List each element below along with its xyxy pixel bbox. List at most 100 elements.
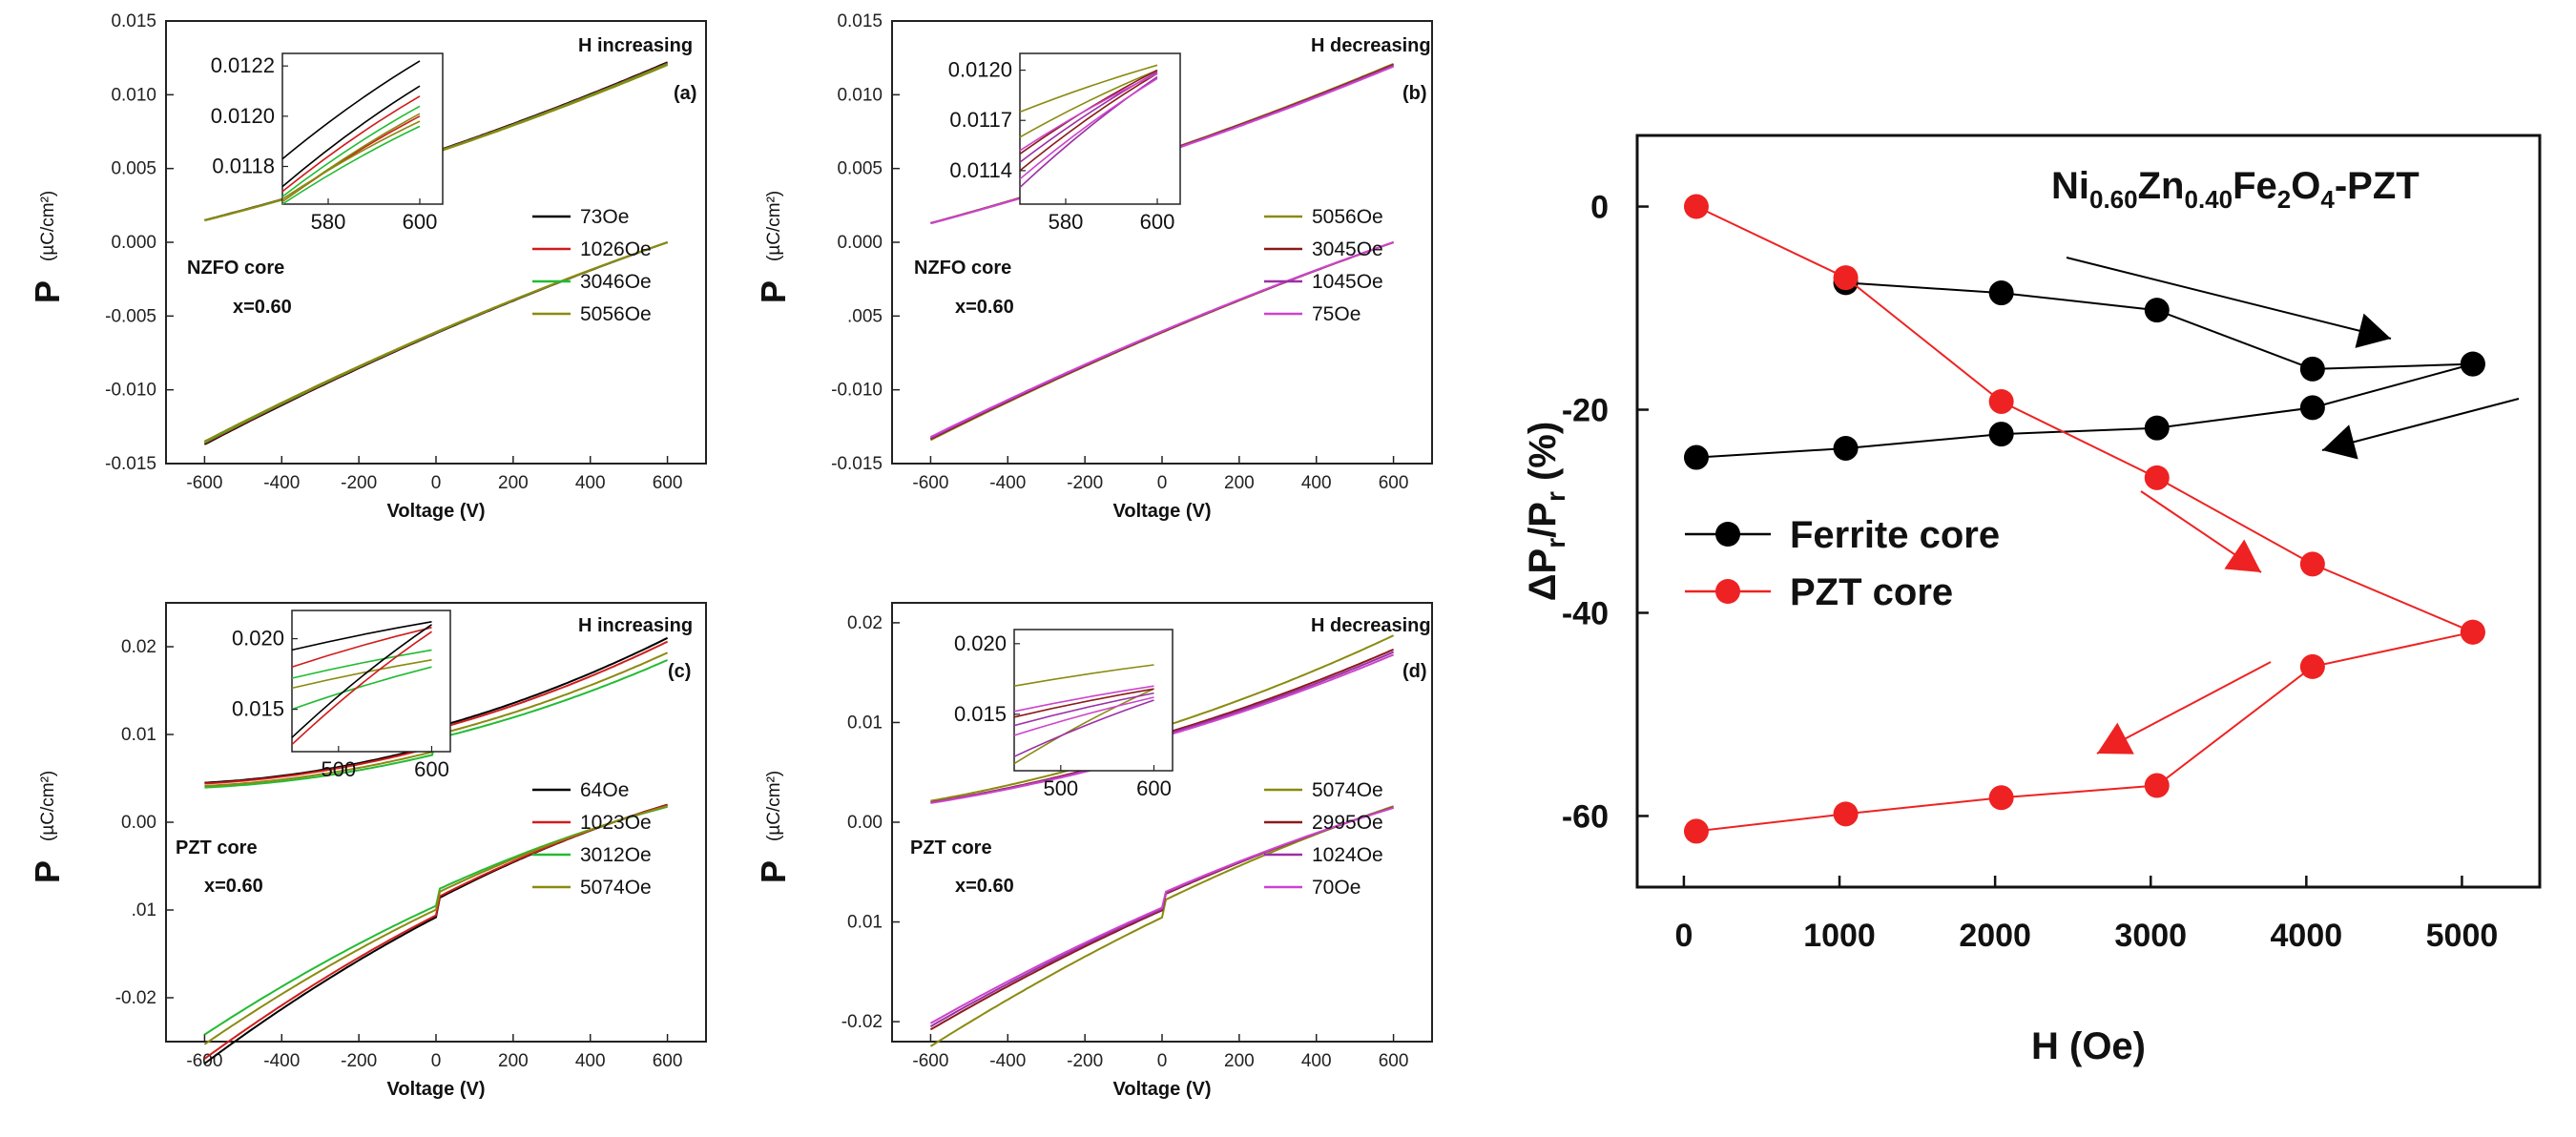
arrow-increasing-ferrite-head [2355,313,2391,348]
y-axis-label: P (µC/cm²) [754,771,793,883]
inset-line [291,621,432,651]
loop-lower-75Oe [929,241,1394,438]
legend-marker [1715,522,1740,547]
data-point-PZT core [1683,818,1709,844]
series-line-Ferrite core-increasing [1845,281,2473,370]
legend-label: 3045Oe [1312,238,1383,260]
inset-frame [1019,52,1181,205]
inset-line [1019,64,1158,114]
x-tick-label: 0 [1157,1051,1168,1071]
y-axis-label-unit: (µC/cm²) [764,771,784,841]
inset-line [1013,692,1154,727]
composition-label: x=0.60 [233,297,292,318]
x-tick-label: -400 [263,473,300,493]
data-point-PZT core [1988,388,2014,414]
series-line-Ferrite core-decreasing [1695,362,2474,459]
inset-y-tick-label: 0.015 [232,697,284,721]
x-tick-label: -600 [912,1051,948,1071]
x-tick-label: -200 [1067,473,1103,493]
legend-label: 75Oe [1312,303,1361,325]
x-axis-label: Voltage (V) [1113,1079,1212,1100]
y-tick-label: 0 [1590,190,1609,226]
y-tick-label: -60 [1562,798,1609,835]
y-axis-label-main: P [754,860,793,883]
y-tick-label: 0.010 [837,85,883,105]
series-line-PZT core-decreasing [1695,631,2474,833]
x-tick-label: -400 [989,473,1026,493]
panel-letter: (d) [1402,661,1427,682]
inset-line [291,627,432,668]
data-point-PZT core [1833,801,1859,827]
x-tick-label: 3000 [2114,918,2187,954]
legend-label: 1024Oe [1312,844,1383,866]
y-axis-label-unit: (µC/cm²) [764,191,784,261]
data-point-PZT core [1683,194,1709,219]
x-tick-label: 200 [1224,473,1255,493]
x-tick-label: -600 [912,473,948,493]
loop-lower-3012Oe [203,805,668,1036]
inset-y-tick-label: 0.0114 [949,158,1012,182]
legend-label: 5056Oe [580,303,652,325]
inset-y-tick-label: 0.0122 [211,53,275,77]
loop-lower-1023Oe [203,804,668,1060]
composition-label: x=0.60 [955,876,1014,897]
title-sub: 4 [2320,185,2335,214]
y-axis-label-text: ΔPr/Pr (%) [1522,422,1570,601]
x-axis-label: H (Oe) [2031,1025,2146,1067]
x-tick-label: 400 [1301,1051,1332,1071]
inset-x-tick-label: 500 [1043,776,1078,800]
panel-b-chart: -600 -400 -200 0 200 400 600 -0.015 -0.010 .005 0.… [754,11,1433,522]
data-point-Ferrite core [2299,395,2325,421]
data-point-Ferrite core [2299,356,2325,382]
inset-line [1013,688,1154,718]
legend-label: 1023Oe [580,812,652,834]
x-tick-label: 200 [1224,1051,1255,1071]
arrow-decreasing-ferrite-head [2322,424,2358,460]
y-axis-label: P (µC/cm²) [28,191,67,303]
inset-line [281,113,421,203]
x-tick-label: 400 [575,1051,606,1071]
data-point-Ferrite core [1988,280,2014,306]
inset-line [291,631,432,746]
ylabel-part: (%) [1522,422,1564,491]
x-tick-label: -200 [341,473,377,493]
y-tick-label: -20 [1562,393,1609,429]
title-part: Zn [2138,165,2185,207]
panel-c-chart: -600 -400 -200 0 200 400 600-0.02.010.000.010.… [28,602,707,1100]
title-part: Fe [2233,165,2277,207]
loop-lower-5074Oe [929,805,1394,1047]
y-tick-label: 0.010 [111,85,156,105]
inset-x-tick-label: 500 [321,757,356,781]
inset-x-tick-label: 580 [311,210,346,234]
inset-line [1013,696,1154,736]
y-tick-label: .01 [132,900,156,920]
inset-line [291,649,432,679]
inset-line [1019,72,1158,152]
x-tick-label: 600 [653,473,683,493]
x-tick-label: -600 [186,473,222,493]
y-tick-label: 0.005 [111,159,156,179]
y-tick-label: 0.000 [111,233,156,253]
legend-label: 5074Oe [580,877,652,899]
legend-label: 2995Oe [1312,812,1383,834]
title-sub: 2 [2277,185,2291,214]
y-tick-label: 0.02 [847,613,883,633]
data-point-Ferrite core [1683,444,1709,470]
x-tick-label: 0 [431,473,442,493]
title-part: O [2291,165,2320,207]
title-sub: 0.60 [2089,185,2138,214]
inset-line [291,659,432,690]
inset-line [281,120,421,200]
inset-frame [291,610,451,753]
inset-line [291,624,432,738]
y-tick-label: 0.02 [121,637,156,657]
data-point-Ferrite core [1988,422,2014,447]
x-axis-label: Voltage (V) [387,1079,486,1100]
plot-frame [1635,134,2542,889]
y-tick-label: -0.02 [115,988,156,1008]
right-chart: 0 1000 2000 3000 4000 5000 0 -20 -40 -60 Ferrite c… [1522,134,2542,1067]
inset-y-tick-label: 0.0120 [211,104,275,128]
inset-y-tick-label: 0.0118 [212,155,275,178]
data-point-PZT core [1988,785,2014,811]
loop-lower-5056Oe [203,241,668,443]
